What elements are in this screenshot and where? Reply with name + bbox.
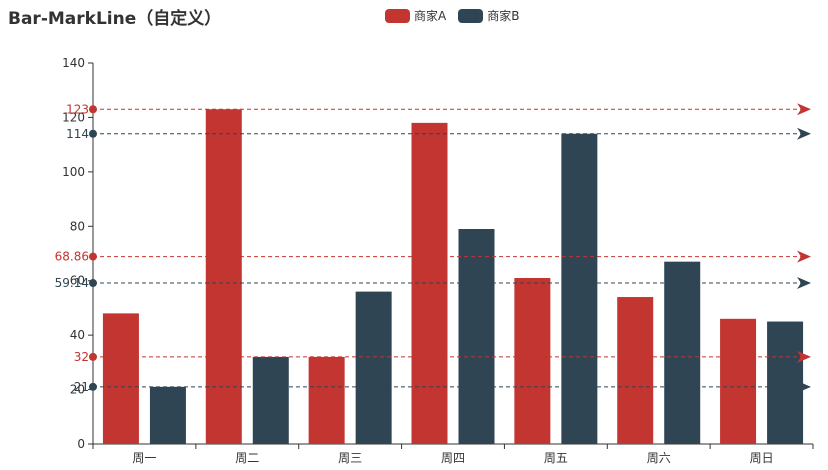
- markline-label-series-1-2: 32: [74, 350, 89, 364]
- y-tick-label-6: 120: [62, 110, 85, 124]
- markline-start-dot-series-2-0: [89, 129, 97, 138]
- legend-swatch-series-a: [385, 8, 410, 23]
- bar-series-1-2: [308, 356, 345, 444]
- x-tick-label-1: 周二: [235, 451, 259, 465]
- legend-label-series-b: 商家B: [487, 9, 520, 23]
- y-tick-label-3: 60: [70, 274, 85, 288]
- markline-start-dot-series-1-0: [89, 105, 97, 114]
- x-tick-label-3: 周四: [441, 451, 465, 465]
- y-tick-label-7: 140: [62, 56, 85, 70]
- markline-label-series-1-0: 123: [66, 102, 89, 116]
- markline-arrow-series-2-1: [797, 277, 811, 290]
- legend-swatch-series-b: [458, 8, 484, 23]
- markline-start-dot-series-1-1: [89, 252, 97, 261]
- x-tick-label-5: 周六: [647, 451, 671, 465]
- x-tick-label-0: 周一: [132, 451, 156, 465]
- legend-item-series-b[interactable]: 商家B: [458, 7, 519, 24]
- chart-title: Bar-MarkLine（自定义）: [8, 9, 222, 29]
- markline-label-series-2-1: 59.14: [55, 276, 89, 290]
- y-tick-label-5: 100: [62, 165, 85, 179]
- markline-label-series-1-1: 68.86: [55, 250, 89, 264]
- bar-series-2-1: [252, 356, 289, 444]
- markline-arrow-series-2-2: [797, 380, 811, 393]
- x-tick-label-2: 周三: [338, 451, 362, 465]
- bar-series-1-4: [514, 277, 551, 444]
- bar-series-1-0: [102, 313, 139, 444]
- bar-series-1-1: [205, 109, 242, 444]
- bar-series-2-6: [767, 321, 804, 444]
- x-tick-label-4: 周五: [544, 451, 568, 465]
- y-tick-label-4: 80: [70, 219, 85, 233]
- markline-start-dot-series-1-2: [89, 352, 97, 361]
- y-tick-label-2: 40: [70, 328, 85, 342]
- legend-item-series-a[interactable]: 商家A: [385, 7, 446, 24]
- markline-start-dot-series-2-1: [89, 279, 97, 288]
- y-tick-label-1: 20: [70, 383, 85, 397]
- bar-series-2-4: [561, 133, 598, 444]
- x-tick-label-6: 周日: [750, 451, 774, 465]
- markline-arrow-series-1-2: [797, 350, 811, 363]
- y-tick-label-0: 0: [77, 437, 85, 451]
- markline-label-series-2-2: 21: [74, 380, 89, 394]
- markline-start-dot-series-2-2: [89, 382, 97, 391]
- bar-series-2-5: [664, 261, 701, 444]
- bar-series-2-2: [355, 291, 392, 444]
- markline-arrow-series-1-0: [797, 103, 811, 116]
- bar-series-2-0: [149, 386, 186, 444]
- bar-series-2-3: [458, 229, 495, 444]
- bar-series-1-5: [617, 297, 654, 444]
- legend: 商家A 商家B: [385, 7, 519, 24]
- markline-arrow-series-2-0: [797, 127, 811, 140]
- markline-label-series-2-0: 114: [66, 127, 89, 141]
- bar-series-1-6: [720, 318, 757, 444]
- markline-arrow-series-1-1: [797, 250, 811, 263]
- legend-label-series-a: 商家A: [414, 9, 447, 23]
